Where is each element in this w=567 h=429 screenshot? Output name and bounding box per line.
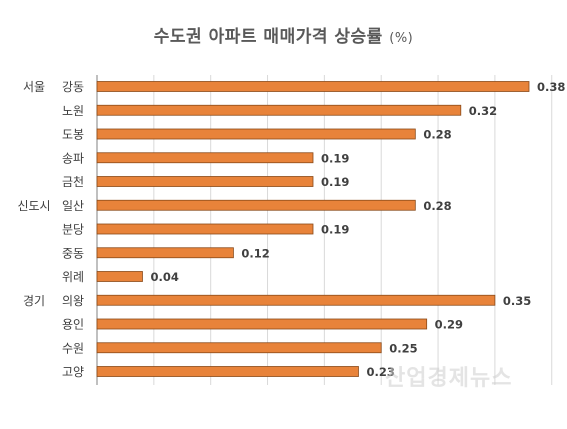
group-label: 서울 bbox=[23, 80, 45, 94]
category-label: 용인 bbox=[62, 318, 84, 332]
value-label: 0.38 bbox=[537, 80, 565, 94]
bar-용인 bbox=[96, 318, 428, 330]
value-label: 0.28 bbox=[423, 199, 451, 213]
category-label: 일산 bbox=[62, 199, 84, 213]
category-label: 위례 bbox=[62, 270, 84, 284]
category-label: 노원 bbox=[62, 104, 84, 118]
group-label: 신도시 bbox=[17, 199, 50, 213]
category-label: 도봉 bbox=[62, 128, 84, 142]
category-label: 고양 bbox=[62, 365, 84, 379]
value-label: 0.32 bbox=[469, 104, 497, 118]
category-label: 수원 bbox=[62, 341, 84, 355]
category-label: 중동 bbox=[62, 246, 84, 260]
bar-수원 bbox=[96, 342, 382, 354]
bar-강동 bbox=[96, 81, 530, 92]
chart-title: 수도권 아파트 매매가격 상승률 (%) bbox=[0, 22, 567, 47]
chart-title-text: 수도권 아파트 매매가격 상승률 bbox=[153, 27, 383, 47]
value-label: 0.23 bbox=[366, 365, 394, 379]
chart-title-unit: (%) bbox=[389, 31, 414, 46]
category-label: 송파 bbox=[62, 151, 84, 165]
category-label: 강동 bbox=[62, 80, 84, 94]
bar-일산 bbox=[96, 199, 416, 211]
value-label: 0.04 bbox=[150, 270, 178, 284]
value-label: 0.35 bbox=[503, 294, 531, 308]
bar-금천 bbox=[96, 176, 314, 187]
bar-고양 bbox=[96, 366, 359, 377]
value-label: 0.12 bbox=[241, 246, 269, 260]
category-label: 금천 bbox=[62, 174, 84, 189]
bar-노원 bbox=[96, 104, 462, 116]
bar-송파 bbox=[96, 152, 314, 164]
category-label: 의왕 bbox=[62, 294, 84, 308]
value-label: 0.25 bbox=[389, 341, 417, 355]
value-label: 0.28 bbox=[423, 128, 451, 142]
bar-도봉 bbox=[96, 128, 416, 140]
value-label: 0.19 bbox=[321, 175, 349, 189]
category-label: 분당 bbox=[62, 223, 84, 237]
bar-중동 bbox=[96, 247, 234, 259]
value-label: 0.19 bbox=[321, 223, 349, 237]
watermark: 산업경제뉴스 bbox=[385, 366, 513, 391]
value-label: 0.19 bbox=[321, 151, 349, 165]
bar-의왕 bbox=[96, 294, 496, 306]
bar-위례 bbox=[96, 271, 143, 282]
value-label: 0.29 bbox=[435, 318, 463, 332]
group-label: 경기 bbox=[23, 294, 45, 308]
bar-분당 bbox=[96, 223, 314, 235]
